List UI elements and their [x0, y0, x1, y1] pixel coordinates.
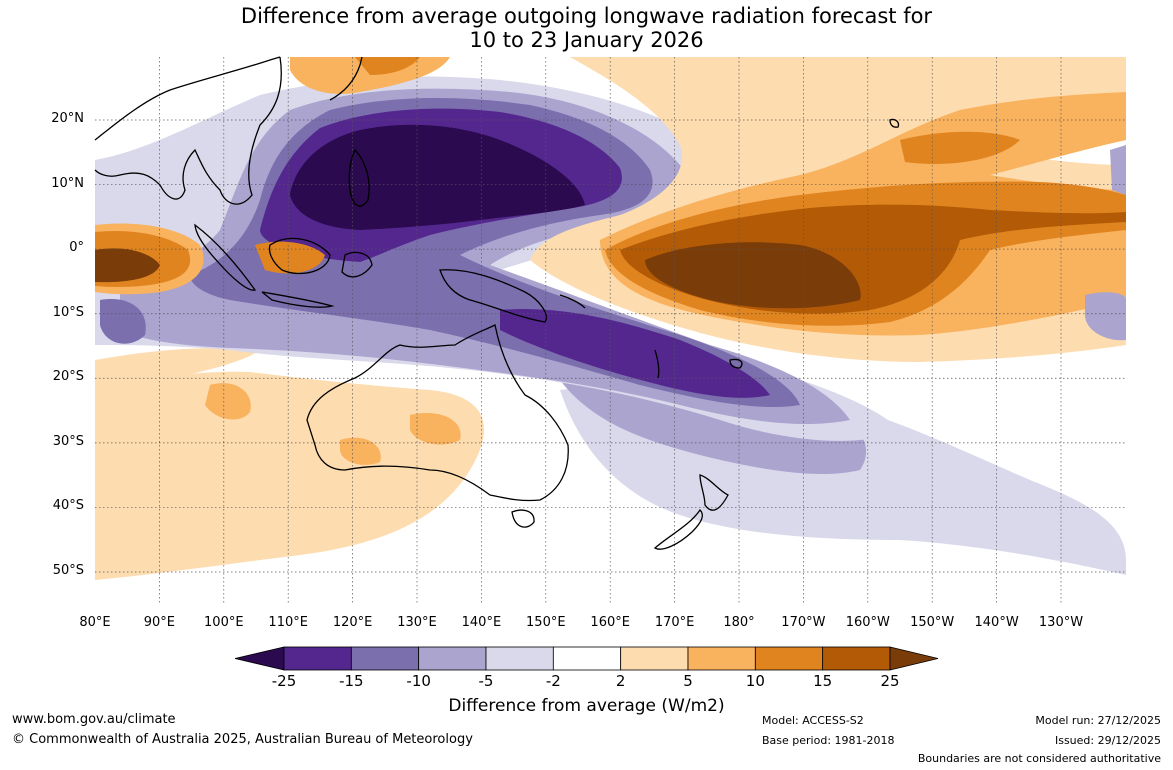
map-title: Difference from average outgoing longwav…	[0, 4, 1173, 52]
colorbar-tick-label: -5	[478, 672, 494, 690]
anomaly-area-east-pacific-negative-5b	[1110, 145, 1126, 195]
latitude-label: 0°	[69, 240, 84, 256]
longitude-label: 130°E	[397, 615, 437, 630]
colorbar-tick-label: 15	[813, 672, 833, 690]
longitude-label: 160°E	[590, 615, 630, 630]
colorbar-tick-label: -15	[339, 672, 364, 690]
colorbar-tick-label: 2	[615, 672, 626, 690]
longitude-label: 150°W	[910, 615, 955, 630]
colorbar-tick-label: 10	[745, 672, 765, 690]
anomaly-area-western-indian-positive	[95, 348, 260, 392]
colorbar-tick-label: 25	[880, 672, 900, 690]
colorbar-tick-label: -10	[406, 672, 431, 690]
gridlines	[95, 57, 1126, 605]
footer-website[interactable]: www.bom.gov.au/climate	[12, 712, 176, 727]
coastline-tasmania	[511, 509, 535, 528]
longitude-label: 170°W	[781, 615, 826, 630]
longitude-label: 140°E	[461, 615, 502, 630]
colorbar	[234, 646, 939, 671]
coastline-new-zealand-north	[699, 474, 729, 511]
title-line-2: 10 to 23 January 2026	[469, 28, 704, 52]
longitude-label: 90°E	[143, 615, 176, 630]
longitude-label: 80°E	[79, 615, 111, 630]
colorbar-tick-label: -25	[271, 672, 297, 690]
anomaly-area-north-positive-5	[290, 57, 450, 94]
latitude-label: 20°S	[52, 369, 84, 385]
footer-model-run: Model run: 27/12/2025	[1035, 714, 1161, 727]
latitude-label: 30°S	[52, 433, 84, 449]
longitude-label: 130°W	[1038, 615, 1084, 630]
coastline-sumatra	[194, 223, 257, 291]
longitude-label: 100°E	[204, 615, 244, 630]
coastline-vanuatu	[654, 349, 660, 379]
footer-issued: Issued: 29/12/2025	[1054, 734, 1161, 747]
anomaly-area-east-pacific-negative-5	[1085, 292, 1126, 341]
coastlines	[94, 56, 900, 550]
latitude-label: 40°S	[52, 498, 84, 514]
anomaly-area-coral-sea-negative-15	[500, 309, 770, 398]
anomaly-area-australia-positive-5c	[340, 437, 381, 465]
anomaly-area-borneo-positive	[255, 241, 325, 274]
title-line-1: Difference from average outgoing longwav…	[240, 4, 933, 28]
longitude-label: 160°W	[845, 615, 890, 630]
coastline-borneo	[268, 237, 331, 275]
longitude-label: 150°E	[526, 615, 566, 630]
coastline-australia	[306, 324, 569, 502]
anomaly-field	[95, 57, 1126, 605]
anomaly-area-indian-ocean-positive-25	[95, 248, 160, 283]
coastline-new-zealand-south	[653, 508, 703, 550]
latitude-label: 10°S	[52, 304, 84, 320]
longitude-label: 120°E	[332, 615, 373, 630]
footer-boundaries: Boundaries are not considered authoritat…	[917, 752, 1161, 765]
coastline-java	[261, 291, 335, 308]
anomaly-area-australia-positive-5b	[410, 412, 461, 445]
coastline-solomon-islands	[559, 294, 586, 309]
latitude-label: 10°N	[51, 175, 84, 191]
colorbar-segment	[283, 646, 352, 671]
coastline-hawaii	[889, 118, 900, 128]
colorbar-segment	[418, 646, 487, 671]
coastline-japan	[329, 56, 363, 101]
coastline-new-guinea	[439, 269, 547, 323]
anomaly-area-australia-positive-5	[205, 383, 251, 420]
colorbar-title: Difference from average (W/m2)	[448, 696, 725, 716]
colorbar-tick-label: -2	[545, 672, 561, 690]
colorbar-extend-high	[889, 646, 939, 671]
anomaly-area-north-positive-10	[355, 57, 420, 75]
longitude-label: 170°E	[654, 615, 695, 630]
coastline-sulawesi	[341, 251, 373, 278]
colorbar-segment	[687, 646, 756, 671]
latitude-label: 50°S	[52, 563, 84, 578]
anomaly-area-indian-ocean-negative-10	[100, 299, 146, 344]
coastline-fiji	[729, 358, 743, 369]
colorbar-segment	[754, 646, 824, 671]
colorbar-segment	[620, 646, 689, 671]
colorbar-segment	[552, 646, 622, 671]
anomaly-area-hawaii-positive-10	[900, 131, 1020, 164]
colorbar-tick-label: 5	[683, 672, 693, 690]
latitude-label: 20°N	[51, 111, 84, 126]
longitude-label: 110°E	[268, 615, 308, 630]
colorbar-segment	[485, 646, 554, 671]
coastline-philippines	[348, 148, 370, 207]
anomaly-area-western-pacific-negative-25	[290, 124, 585, 230]
longitude-label: 180°	[723, 615, 755, 630]
colorbar-segment	[350, 646, 420, 671]
colorbar-extend-low	[234, 646, 285, 671]
footer-copyright: © Commonwealth of Australia 2025, Austra…	[12, 732, 473, 747]
colorbar-segment	[822, 646, 891, 671]
anomaly-area-central-pacific-positive-25	[645, 242, 861, 309]
footer-base-period: Base period: 1981-2018	[762, 734, 895, 747]
anomaly-area-southern-positive	[95, 371, 485, 580]
coastline-mainland-asia	[94, 56, 282, 205]
longitude-label: 140°W	[974, 615, 1019, 630]
footer-model: Model: ACCESS-S2	[762, 714, 864, 727]
